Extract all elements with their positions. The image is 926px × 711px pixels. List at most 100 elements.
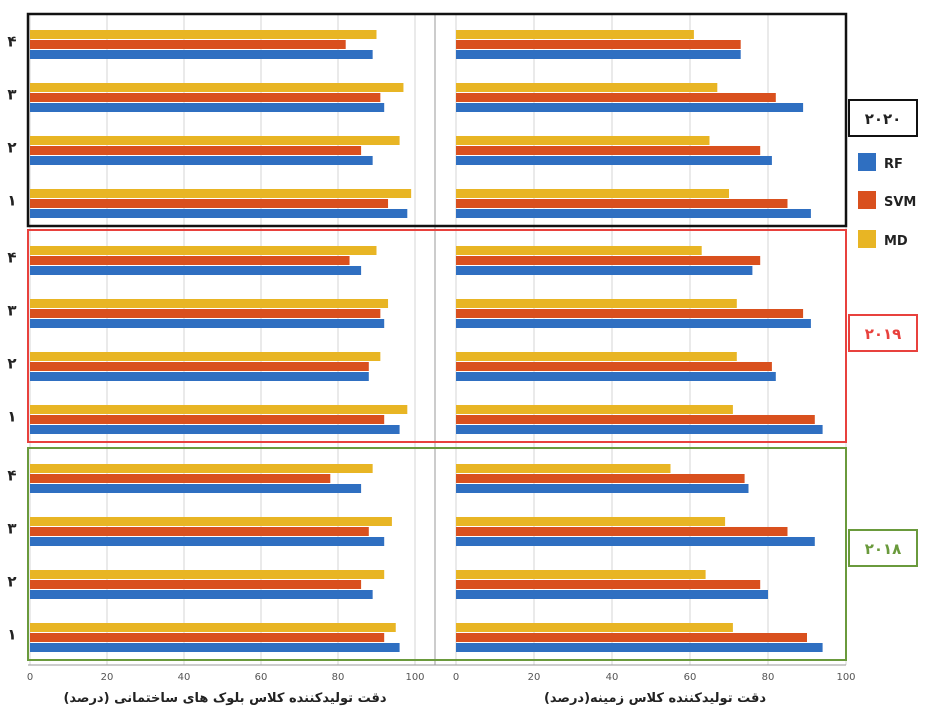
- bar-۲۰۱۹-left-MD-cat3: [30, 299, 389, 308]
- bar-۲۰۲۰-left-MD-cat4: [30, 30, 377, 39]
- bar-۲۰۱۸-right-SVM-cat3: [456, 527, 788, 536]
- group-frames: ۲۰۲۰ ۲۰۱۹ ۲۰۱۸: [26, 12, 918, 661]
- left-tick-label-60: 60: [255, 672, 268, 683]
- year-tag-۲۰۱۸: ۲۰۱۸: [865, 540, 902, 558]
- bar-۲۰۱۹-left-RF-cat2: [30, 372, 369, 381]
- bar-۲۰۱۸-left-SVM-cat3: [30, 527, 369, 536]
- bar-۲۰۱۸-right-RF-cat1: [456, 643, 823, 652]
- bar-۲۰۱۹-right-RF-cat3: [456, 319, 811, 328]
- bar-۲۰۱۸-left-RF-cat4: [30, 484, 362, 493]
- bar-۲۰۱۹-right-MD-cat1: [456, 405, 733, 414]
- year-tag-box-۲۰۱۹: [848, 314, 918, 352]
- group-frame-۲۰۲۰: [26, 12, 848, 228]
- bar-۲۰۱۹-left-SVM-cat3: [30, 309, 381, 318]
- group-frame-۲۰۱۹: [27, 229, 847, 443]
- bar-۲۰۱۸-right-RF-cat3: [456, 537, 815, 546]
- category-labels: ۱ ۲ ۳ ۴ ۱ ۲ ۳ ۴ ۱ ۲ ۳ ۴: [7, 33, 16, 644]
- bar-۲۰۱۹-left-SVM-cat4: [30, 256, 350, 265]
- bar-۲۰۲۰-right-MD-cat3: [456, 83, 718, 92]
- bar-۲۰۲۰-right-RF-cat4: [456, 50, 741, 59]
- x-tick-labels: 0 20 40 60 80 100 0 20 40 60 80 100: [27, 672, 856, 683]
- bar-۲۰۲۰-left-RF-cat1: [30, 209, 408, 218]
- category-label-۲۰۲۰-1: ۱: [7, 192, 16, 210]
- category-label-۲۰۲۰-2: ۲: [7, 139, 16, 157]
- category-label-۲۰۱۹-4: ۴: [7, 249, 16, 267]
- left-x-axis-label: دقت تولیدکننده کلاس بلوک های ساختمانی (د…: [63, 691, 386, 706]
- bar-۲۰۱۸-left-MD-cat3: [30, 517, 392, 526]
- category-label-۲۰۱۹-2: ۲: [7, 355, 16, 373]
- year-tag-box-۲۰۲۰: [848, 99, 918, 137]
- bar-۲۰۱۸-left-MD-cat4: [30, 464, 373, 473]
- bar-۲۰۱۹-right-MD-cat4: [456, 246, 702, 255]
- bar-۲۰۱۹-right-SVM-cat4: [456, 256, 761, 265]
- left-tick-label-80: 80: [332, 672, 345, 683]
- bar-۲۰۱۸-right-MD-cat4: [456, 464, 671, 473]
- category-label-۲۰۱۹-3: ۳: [7, 302, 16, 320]
- grid-layer: [28, 14, 847, 666]
- category-label-۲۰۱۸-2: ۲: [7, 573, 16, 591]
- bar-۲۰۲۰-left-MD-cat3: [30, 83, 404, 92]
- category-label-۲۰۲۰-3: ۳: [7, 86, 16, 104]
- left-tick-label-40: 40: [178, 672, 191, 683]
- bar-۲۰۱۸-right-MD-cat2: [456, 570, 706, 579]
- legend-swatch-MD: [858, 230, 876, 248]
- bar-۲۰۱۹-left-RF-cat1: [30, 425, 400, 434]
- year-tag-۲۰۱۹: ۲۰۱۹: [865, 325, 902, 343]
- bar-۲۰۲۰-left-SVM-cat2: [30, 146, 362, 155]
- right-tick-label-60: 60: [684, 672, 697, 683]
- bar-۲۰۱۹-right-MD-cat2: [456, 352, 737, 361]
- bar-۲۰۲۰-right-MD-cat2: [456, 136, 710, 145]
- bar-۲۰۱۸-right-MD-cat1: [456, 623, 733, 632]
- year-tag-box-۲۰۱۸: [848, 529, 918, 567]
- right-tick-label-100: 100: [836, 672, 855, 683]
- bar-۲۰۱۸-left-RF-cat3: [30, 537, 385, 546]
- legend-swatch-RF: [858, 153, 876, 171]
- bar-۲۰۱۸-right-SVM-cat4: [456, 474, 745, 483]
- left-tick-label-20: 20: [101, 672, 114, 683]
- bar-۲۰۲۰-left-MD-cat1: [30, 189, 412, 198]
- category-label-۲۰۲۰-4: ۴: [7, 33, 16, 51]
- bar-۲۰۲۰-right-SVM-cat4: [456, 40, 741, 49]
- bar-۲۰۲۰-left-MD-cat2: [30, 136, 400, 145]
- legend-label-SVM: SVM: [884, 195, 916, 210]
- category-label-۲۰۱۸-4: ۴: [7, 467, 16, 485]
- bar-۲۰۱۸-right-MD-cat3: [456, 517, 726, 526]
- bar-۲۰۲۰-left-SVM-cat3: [30, 93, 381, 102]
- bar-۲۰۱۹-left-RF-cat3: [30, 319, 385, 328]
- bar-۲۰۱۹-right-MD-cat3: [456, 299, 737, 308]
- bar-۲۰۱۸-left-RF-cat2: [30, 590, 373, 599]
- bar-۲۰۱۹-right-SVM-cat2: [456, 362, 772, 371]
- left-tick-label-100: 100: [405, 672, 424, 683]
- bar-۲۰۲۰-right-RF-cat3: [456, 103, 804, 112]
- bar-۲۰۲۰-right-SVM-cat3: [456, 93, 776, 102]
- bar-۲۰۱۹-right-SVM-cat3: [456, 309, 804, 318]
- bar-۲۰۲۰-left-RF-cat4: [30, 50, 373, 59]
- year-tag-۲۰۲۰: ۲۰۲۰: [865, 110, 902, 128]
- bar-۲۰۱۹-left-MD-cat2: [30, 352, 381, 361]
- right-tick-label-20: 20: [528, 672, 541, 683]
- bar-۲۰۱۹-right-RF-cat1: [456, 425, 823, 434]
- bar-۲۰۱۹-left-SVM-cat1: [30, 415, 385, 424]
- bar-۲۰۱۸-right-SVM-cat1: [456, 633, 807, 642]
- bar-۲۰۱۸-left-MD-cat2: [30, 570, 385, 579]
- bar-۲۰۱۸-right-RF-cat2: [456, 590, 768, 599]
- bar-۲۰۲۰-right-MD-cat4: [456, 30, 694, 39]
- bar-۲۰۲۰-left-SVM-cat4: [30, 40, 346, 49]
- bar-۲۰۲۰-right-RF-cat1: [456, 209, 811, 218]
- category-label-۲۰۱۸-1: ۱: [7, 626, 16, 644]
- bar-۲۰۱۹-left-RF-cat4: [30, 266, 362, 275]
- bar-۲۰۲۰-right-MD-cat1: [456, 189, 729, 198]
- legend: RF SVM MD: [858, 153, 916, 249]
- bar-۲۰۲۰-right-SVM-cat1: [456, 199, 788, 208]
- left-tick-label-0: 0: [27, 672, 33, 683]
- bar-۲۰۱۸-left-MD-cat1: [30, 623, 396, 632]
- bar-۲۰۱۸-left-SVM-cat4: [30, 474, 331, 483]
- bar-۲۰۱۹-left-SVM-cat2: [30, 362, 369, 371]
- bar-۲۰۲۰-left-RF-cat3: [30, 103, 385, 112]
- bar-۲۰۱۹-right-RF-cat2: [456, 372, 776, 381]
- bar-۲۰۱۸-left-RF-cat1: [30, 643, 400, 652]
- bar-۲۰۲۰-right-RF-cat2: [456, 156, 772, 165]
- bars-layer: [30, 30, 823, 652]
- legend-swatch-SVM: [858, 191, 876, 209]
